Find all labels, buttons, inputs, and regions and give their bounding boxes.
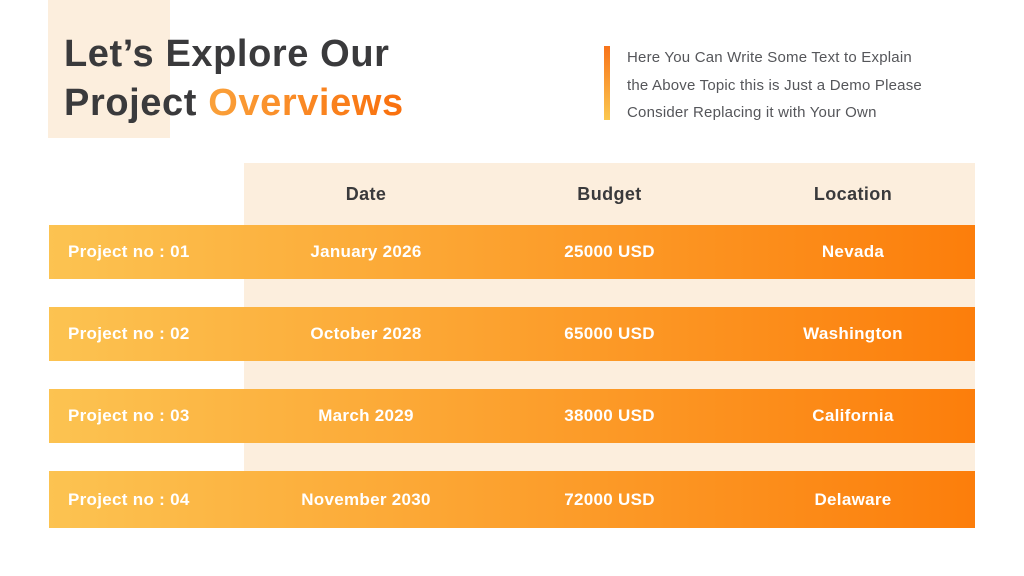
budget-cell: 25000 USD — [564, 242, 655, 261]
date-cell: March 2029 — [318, 406, 414, 425]
table-row: Project no : 02 October 2028 65000 USD W… — [49, 307, 975, 361]
location-cell: Washington — [803, 324, 903, 343]
column-header-date: Date — [345, 184, 387, 204]
column-header-budget: Budget — [577, 184, 642, 204]
project-label: Project no : 01 — [68, 242, 190, 261]
budget-cell: 72000 USD — [564, 489, 655, 509]
date-cell: October 2028 — [310, 324, 422, 343]
column-header-location: Location — [813, 184, 893, 204]
table-row: Project no : 03 March 2029 38000 USD Cal… — [49, 389, 975, 443]
project-label: Project no : 04 — [68, 489, 190, 509]
page-title: Let’s Explore Our Project Overviews — [64, 30, 404, 128]
title-line-1: Let’s Explore Our — [64, 33, 390, 75]
date-cell: January 2026 — [310, 242, 422, 261]
description-line: Here You Can Write Some Text to Explain — [627, 49, 912, 66]
date-cell: November 2030 — [301, 489, 431, 509]
accent-bar — [604, 46, 610, 120]
title-line-2-accent: Overviews — [208, 82, 404, 124]
table-row: Project no : 01 January 2026 25000 USD N… — [49, 225, 975, 279]
location-cell: Delaware — [814, 489, 892, 509]
title-line-2-dark: Project — [64, 82, 209, 124]
project-label: Project no : 02 — [68, 324, 190, 343]
budget-cell: 65000 USD — [564, 324, 655, 343]
description-line: Consider Replacing it with Your Own — [627, 104, 877, 121]
title-line-2: Project Overviews — [64, 82, 404, 124]
table-row: Project no : 04 November 2030 72000 USD … — [49, 471, 975, 528]
location-cell: California — [812, 406, 894, 425]
project-label: Project no : 03 — [68, 406, 190, 425]
title-highlight-block — [48, 0, 170, 138]
budget-cell: 38000 USD — [564, 406, 655, 425]
description-line: the Above Topic this is Just a Demo Plea… — [627, 76, 922, 94]
description-text: Here You Can Write Some Text to Explain … — [627, 44, 922, 127]
location-cell: Nevada — [821, 242, 885, 261]
